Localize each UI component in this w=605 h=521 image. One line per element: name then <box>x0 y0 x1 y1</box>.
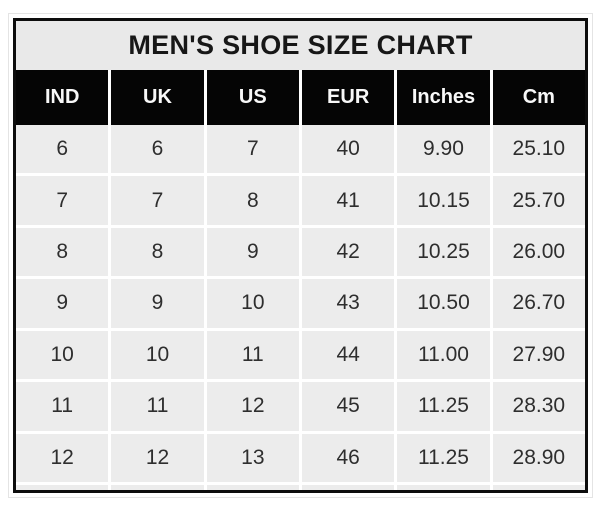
table-cell: 25.70 <box>492 176 585 225</box>
table-cell: 28.30 <box>492 382 585 431</box>
table-body: 6 6 7 40 9.90 25.10 7 7 8 41 10.15 25.70… <box>16 125 585 490</box>
table-cell: 11 <box>206 330 299 380</box>
table-cell: 12 <box>111 433 204 482</box>
table-cell: 40 <box>302 125 395 174</box>
table-cell: 27.90 <box>492 330 585 380</box>
strip-cell <box>111 484 204 490</box>
table-cell: 9 <box>16 279 109 328</box>
table-cell: 28.90 <box>492 433 585 482</box>
table-cell: 10 <box>206 279 299 328</box>
strip-cell <box>302 484 395 490</box>
table-header-row: IND UK US EUR Inches Cm <box>16 70 585 125</box>
table-cell: 7 <box>111 176 204 225</box>
table-row: 9 9 10 43 10.50 26.70 <box>16 279 585 328</box>
table-row: 11 11 12 45 11.25 28.30 <box>16 382 585 431</box>
strip-cell <box>206 484 299 490</box>
column-header-cm: Cm <box>492 70 585 125</box>
table-cell: 11 <box>111 382 204 431</box>
table-cell: 42 <box>302 227 395 277</box>
table-cell: 10 <box>16 330 109 380</box>
table-cell: 25.10 <box>492 125 585 174</box>
column-header-us: US <box>206 70 299 125</box>
table-row: 8 8 9 42 10.25 26.00 <box>16 227 585 277</box>
table-cell: 10 <box>111 330 204 380</box>
strip-cell <box>16 484 109 490</box>
table-cell: 9.90 <box>397 125 490 174</box>
chart-title: MEN'S SHOE SIZE CHART <box>16 21 585 70</box>
table-cell: 10.50 <box>397 279 490 328</box>
table-cell: 10.25 <box>397 227 490 277</box>
column-header-eur: EUR <box>302 70 395 125</box>
table-cell: 7 <box>206 125 299 174</box>
table-cell: 45 <box>302 382 395 431</box>
column-header-uk: UK <box>111 70 204 125</box>
table-cell: 44 <box>302 330 395 380</box>
table-cell: 43 <box>302 279 395 328</box>
table-cell: 9 <box>206 227 299 277</box>
table-row: 10 10 11 44 11.00 27.90 <box>16 330 585 380</box>
table-cell: 26.00 <box>492 227 585 277</box>
table-cell: 6 <box>111 125 204 174</box>
table-cell: 8 <box>111 227 204 277</box>
table-cell: 46 <box>302 433 395 482</box>
table-cell: 12 <box>206 382 299 431</box>
table-cell: 13 <box>206 433 299 482</box>
table-cell: 11 <box>16 382 109 431</box>
table-cell: 8 <box>16 227 109 277</box>
table-cell: 6 <box>16 125 109 174</box>
strip-cell <box>397 484 490 490</box>
table-cell: 12 <box>16 433 109 482</box>
table-row: 7 7 8 41 10.15 25.70 <box>16 176 585 225</box>
column-header-ind: IND <box>16 70 109 125</box>
table-cell: 7 <box>16 176 109 225</box>
table-cell: 9 <box>111 279 204 328</box>
table-cell: 11.25 <box>397 382 490 431</box>
table-cell: 8 <box>206 176 299 225</box>
table-row: 6 6 7 40 9.90 25.10 <box>16 125 585 174</box>
table-cell: 41 <box>302 176 395 225</box>
strip-cell <box>492 484 585 490</box>
table-cell: 11.00 <box>397 330 490 380</box>
size-chart-table: MEN'S SHOE SIZE CHART IND UK US EUR Inch… <box>8 13 593 498</box>
table-cell: 26.70 <box>492 279 585 328</box>
table-row: 12 12 13 46 11.25 28.90 <box>16 433 585 482</box>
column-header-inches: Inches <box>397 70 490 125</box>
table-cell: 10.15 <box>397 176 490 225</box>
table-cell: 11.25 <box>397 433 490 482</box>
table-bottom-strip <box>16 484 585 490</box>
